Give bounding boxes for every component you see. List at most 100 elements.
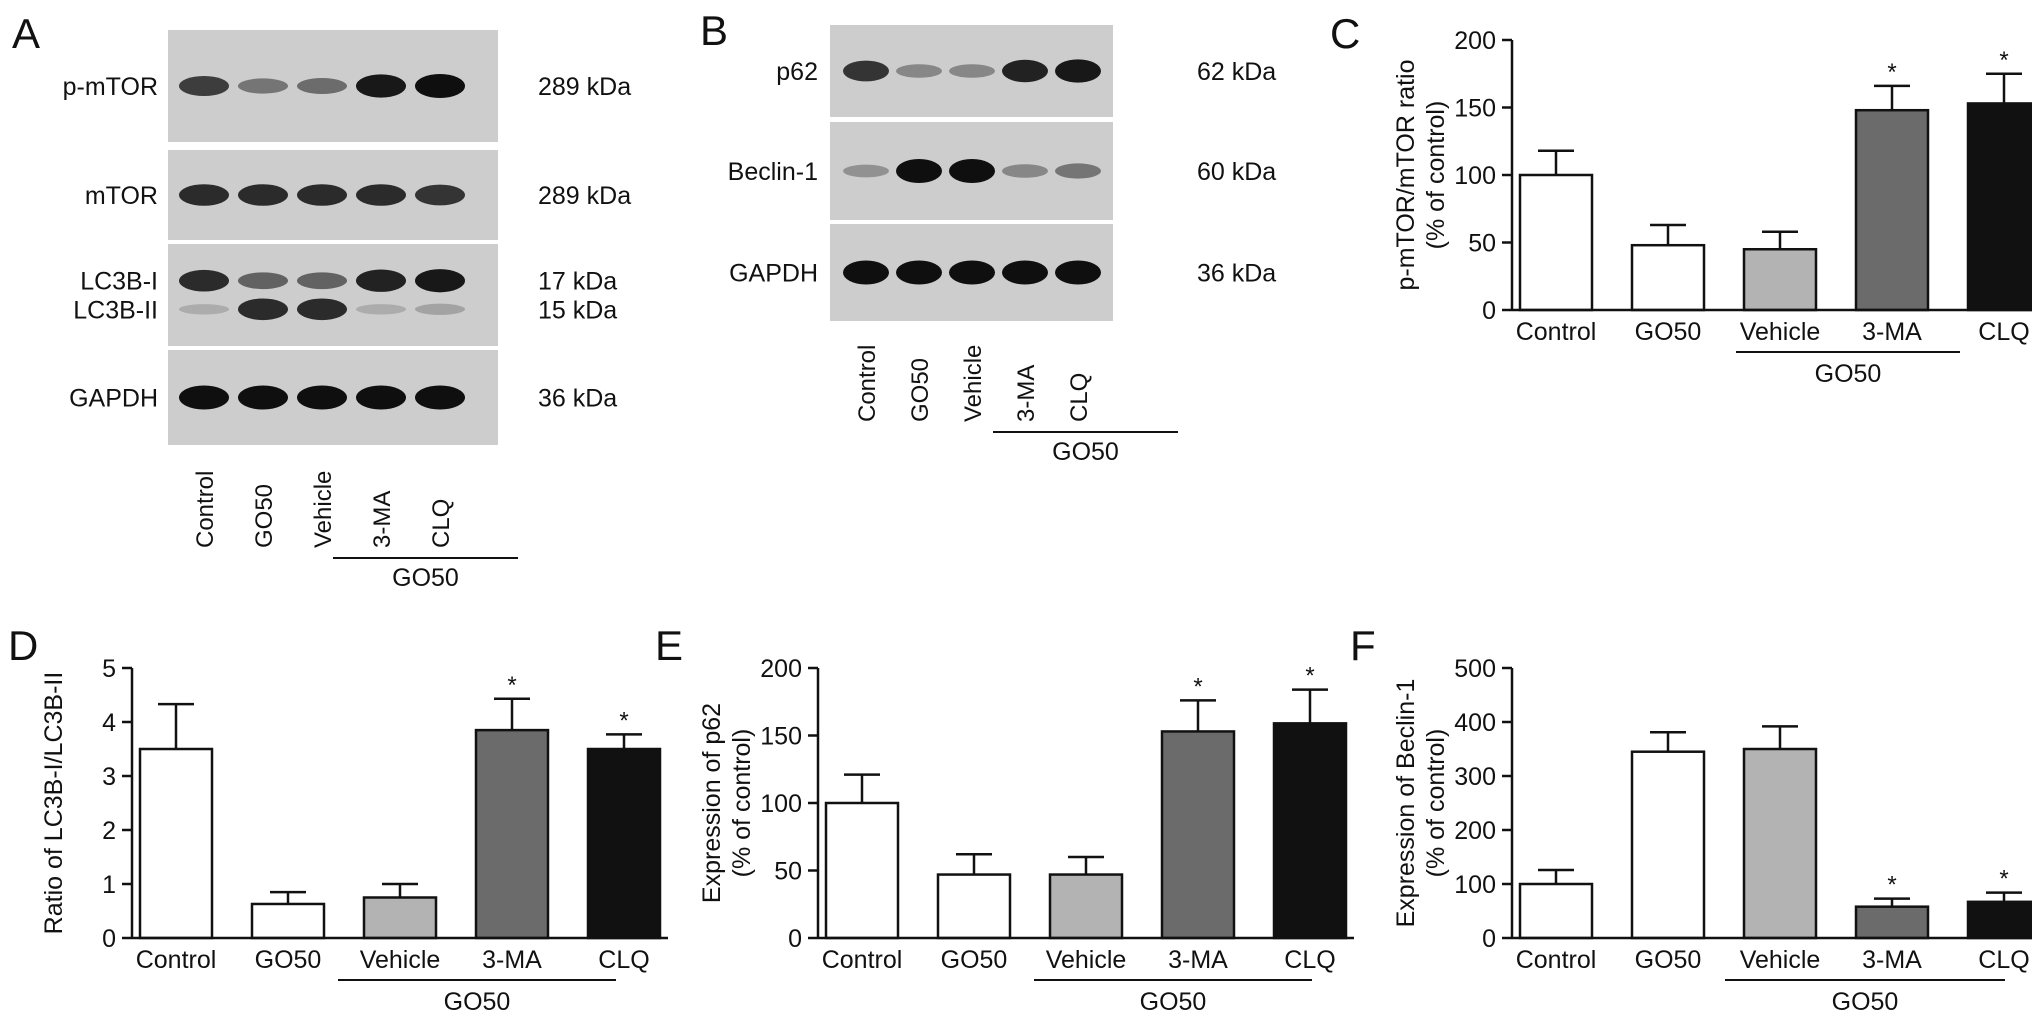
blot-band [238, 78, 288, 94]
protein-label: p62 [776, 58, 818, 86]
category-label: 3-MA [1168, 946, 1228, 974]
group-label: GO50 [392, 564, 459, 592]
protein-label: LC3B-II [73, 296, 158, 324]
significance-mark: * [1999, 47, 2008, 74]
bar [1742, 248, 1818, 312]
group-label: GO50 [1140, 988, 1207, 1016]
blot-band [297, 298, 347, 321]
blot-band [896, 260, 942, 285]
blot-band [843, 60, 889, 82]
kda-label: 60 kDa [1197, 158, 1276, 186]
blot-band [238, 272, 288, 290]
bar-chart-d: D 0 1 2 3 4 5 Ratio of LC3B-I/LC3B-II Control GO5… [8, 622, 668, 1016]
panel-letter: B [700, 7, 728, 54]
group-label: GO50 [1052, 438, 1119, 466]
blot-panel-a: Ap-mTOR 289 kDa mTOR 289 kDa LC3B-I 17 kDa LC3… [12, 10, 631, 592]
y-tick-label: 5 [102, 655, 116, 683]
lane-label: 3-MA [369, 491, 396, 548]
y-tick-label: 100 [1454, 871, 1496, 899]
kda-label: 62 kDa [1197, 58, 1276, 86]
blot-band [179, 184, 229, 206]
protein-label: Beclin-1 [728, 158, 818, 186]
y-tick-label: 100 [760, 790, 802, 818]
y-tick-label: 500 [1454, 655, 1496, 683]
blot-band [415, 74, 465, 98]
y-tick-label: 200 [1454, 27, 1496, 55]
significance-mark: * [1305, 663, 1314, 690]
bar [1630, 243, 1706, 312]
protein-label: p-mTOR [63, 73, 158, 101]
blot-band [238, 298, 288, 321]
bar [250, 902, 326, 940]
blot-band [179, 269, 229, 292]
blot-band [1002, 260, 1048, 285]
blot-band [238, 385, 288, 410]
lane-label: CLQ [1066, 373, 1093, 422]
y-tick-label: 0 [1482, 297, 1496, 325]
blot-band [356, 184, 406, 206]
bar [586, 747, 662, 940]
group-label: GO50 [444, 988, 511, 1016]
bar [1160, 730, 1236, 940]
blot-band [1055, 163, 1101, 179]
panel-letter: D [8, 622, 38, 669]
blot-band [356, 304, 406, 315]
blot-band [356, 269, 406, 292]
blot-band [949, 159, 995, 183]
y-tick-label: 2 [102, 817, 116, 845]
category-label: CLQ [1284, 946, 1335, 974]
blot-membrane [168, 244, 498, 346]
category-label: GO50 [1635, 318, 1702, 346]
y-axis-label: Expression of Beclin-1(% of control) [1392, 679, 1450, 928]
category-label: 3-MA [1862, 946, 1922, 974]
lane-label: Vehicle [310, 471, 337, 548]
kda-label: 17 kDa [538, 268, 617, 296]
blot-band [356, 74, 406, 98]
kda-label: 15 kDa [538, 296, 617, 324]
y-tick-label: 0 [1482, 925, 1496, 953]
category-label: Vehicle [1046, 946, 1127, 974]
bar [474, 728, 550, 940]
category-label: GO50 [941, 946, 1008, 974]
kda-label: 289 kDa [538, 73, 631, 101]
y-axis-label: Ratio of LC3B-I/LC3B-II [40, 672, 68, 935]
bar [1518, 882, 1594, 940]
y-tick-label: 0 [102, 925, 116, 953]
y-tick-label: 50 [1468, 230, 1496, 258]
blot-band [297, 272, 347, 290]
blot-band [179, 76, 229, 96]
bar [362, 896, 438, 940]
y-axis-label: Expression of p62(% of control) [698, 703, 756, 903]
lane-label: 3-MA [1013, 365, 1040, 422]
bar [1966, 900, 2032, 940]
y-tick-label: 200 [760, 655, 802, 683]
category-label: CLQ [1978, 946, 2029, 974]
category-label: CLQ [1978, 318, 2029, 346]
significance-mark: * [1887, 872, 1896, 899]
kda-label: 289 kDa [538, 182, 631, 210]
y-tick-label: 3 [102, 763, 116, 791]
lane-label: Vehicle [960, 345, 987, 422]
blot-band [896, 159, 942, 183]
bar [1742, 747, 1818, 940]
category-label: Vehicle [1740, 946, 1821, 974]
panel-letter: C [1330, 10, 1360, 57]
significance-mark: * [1999, 866, 2008, 893]
lane-label: GO50 [251, 484, 278, 548]
category-label: GO50 [1635, 946, 1702, 974]
blot-band [415, 385, 465, 410]
y-tick-label: 50 [774, 858, 802, 886]
y-tick-label: 150 [760, 723, 802, 751]
bar [1272, 722, 1348, 940]
category-label: GO50 [255, 946, 322, 974]
lane-label: GO50 [907, 358, 934, 422]
blot-band [1002, 59, 1048, 83]
bar [936, 873, 1012, 940]
significance-mark: * [507, 672, 516, 699]
panel-letter: E [655, 622, 683, 669]
bar [824, 801, 900, 940]
